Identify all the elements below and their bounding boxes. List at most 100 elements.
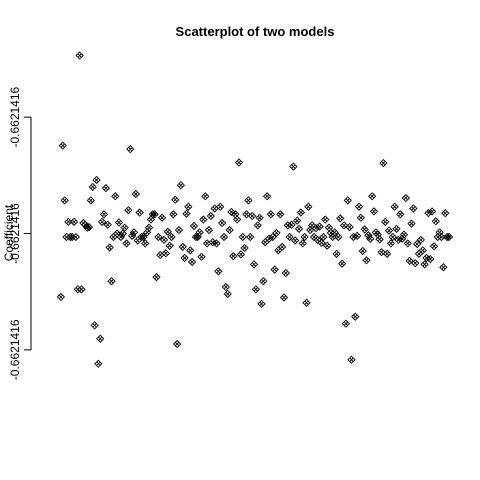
data-point (371, 208, 378, 215)
data-point (397, 211, 404, 218)
data-point (363, 257, 370, 264)
y-axis-ticks: -0.6621416 -0.6621416 -0.6621416 (8, 86, 31, 380)
data-point (57, 293, 64, 300)
data-point (127, 146, 134, 153)
data-point (292, 237, 299, 244)
data-point (440, 264, 447, 271)
data-point (226, 227, 233, 234)
data-point (76, 52, 83, 59)
data-point (59, 142, 66, 149)
data-point (170, 211, 177, 218)
data-point (290, 163, 297, 170)
data-point (410, 205, 417, 212)
data-point (431, 243, 438, 250)
data-point (89, 183, 96, 190)
data-point (95, 360, 102, 367)
data-point (342, 320, 349, 327)
data-point (236, 159, 243, 166)
data-point (219, 220, 226, 227)
chart-title: Scatterplot of two models (176, 24, 335, 39)
data-point (183, 210, 190, 217)
data-point (296, 225, 303, 232)
data-point (215, 268, 222, 275)
data-point (402, 195, 409, 202)
data-point (281, 294, 288, 301)
data-point (297, 209, 304, 216)
data-point (116, 219, 123, 226)
data-point (166, 242, 173, 249)
y-tick-label: -0.6621416 (8, 203, 22, 264)
data-point (239, 233, 246, 240)
data-point (442, 210, 449, 217)
data-point (224, 290, 231, 297)
data-point (356, 203, 363, 210)
data-point (176, 227, 183, 234)
data-point (132, 190, 139, 197)
data-point (352, 313, 359, 320)
data-point (361, 226, 368, 233)
data-points (57, 52, 452, 367)
data-point (61, 197, 68, 204)
data-point (260, 278, 267, 285)
data-point (101, 211, 108, 218)
data-point (333, 250, 340, 257)
data-point (187, 247, 194, 254)
data-point (256, 214, 263, 221)
data-point (254, 222, 261, 229)
data-point (177, 182, 184, 189)
data-point (237, 251, 244, 258)
data-point (185, 203, 192, 210)
data-point (277, 211, 284, 218)
data-point (93, 176, 100, 183)
data-point (247, 233, 254, 240)
data-point (286, 233, 293, 240)
data-point (369, 193, 376, 200)
data-point (344, 197, 351, 204)
data-point (191, 222, 198, 229)
data-point (142, 240, 149, 247)
data-point (179, 243, 186, 250)
data-point (432, 218, 439, 225)
data-point (200, 216, 207, 223)
data-point (241, 245, 248, 252)
data-point (251, 261, 258, 268)
data-point (153, 274, 160, 281)
data-point (252, 286, 259, 293)
data-point (267, 211, 274, 218)
data-point (337, 215, 344, 222)
y-tick-label: -0.6621416 (8, 319, 22, 380)
data-point (387, 240, 394, 247)
data-point (230, 253, 237, 260)
data-point (202, 193, 209, 200)
data-point (207, 213, 214, 220)
data-point (102, 185, 109, 192)
data-point (91, 322, 98, 329)
data-point (408, 220, 415, 227)
y-tick-label: -0.6621416 (8, 86, 22, 147)
data-point (339, 260, 346, 267)
data-point (206, 227, 213, 234)
data-point (198, 253, 205, 260)
data-point (174, 341, 181, 348)
data-point (282, 270, 289, 277)
data-point (348, 356, 355, 363)
data-point (125, 207, 132, 214)
data-point (264, 193, 271, 200)
data-point (391, 203, 398, 210)
data-point (299, 240, 306, 247)
data-point (301, 233, 308, 240)
data-point (357, 214, 364, 221)
data-point (421, 261, 428, 268)
data-point (221, 233, 228, 240)
data-point (245, 197, 252, 204)
data-point (386, 227, 393, 234)
data-point (294, 217, 301, 224)
data-point (311, 233, 318, 240)
data-point (181, 254, 188, 261)
data-point (123, 240, 130, 247)
data-point (97, 335, 104, 342)
data-point (303, 299, 310, 306)
data-point (106, 244, 113, 251)
data-point (189, 259, 196, 266)
data-point (108, 278, 115, 285)
